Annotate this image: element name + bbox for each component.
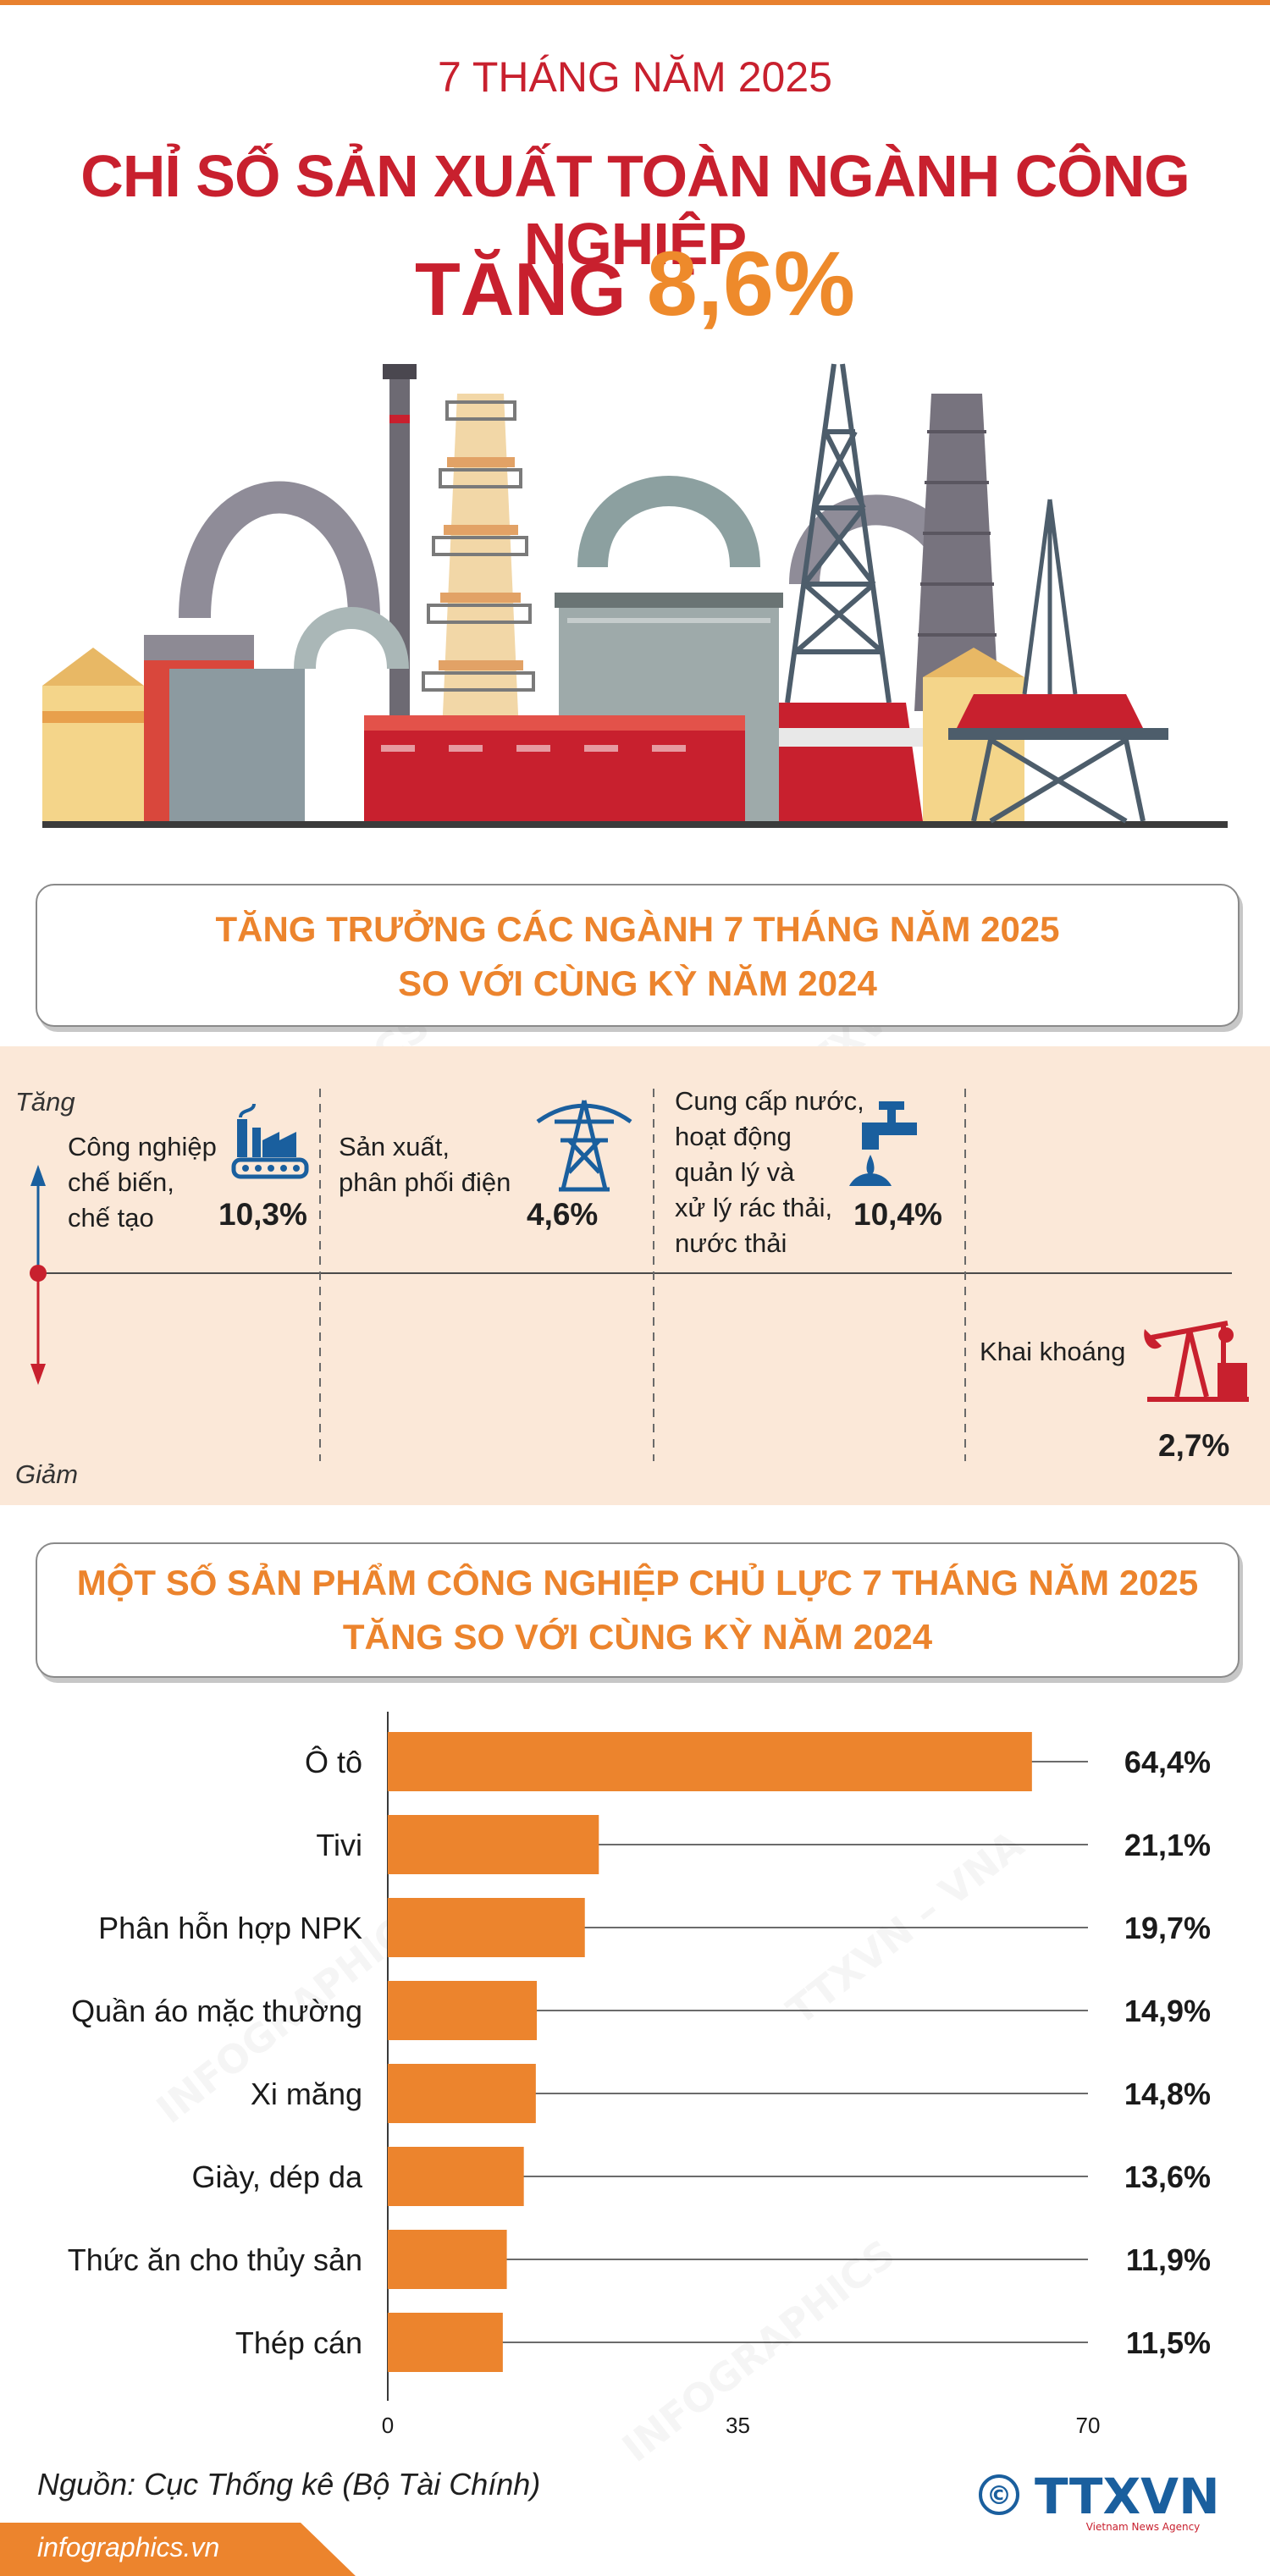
bar (388, 2147, 524, 2206)
bar (388, 2064, 536, 2123)
industry-value: 10,4% (853, 1197, 942, 1232)
industry-label: Cung cấp nước, hoạt động quản lý và xử l… (675, 1086, 864, 1258)
category-label: Quần áo mặc thường (71, 1994, 362, 2028)
industrial-plant-illustration (42, 363, 1228, 828)
data-label: 64,4% (1124, 1745, 1211, 1779)
data-label: 14,8% (1124, 2077, 1211, 2111)
section2-title-line2: TĂNG SO VỚI CÙNG KỲ NĂM 2024 (342, 1617, 933, 1657)
data-label: 11,5% (1126, 2325, 1211, 2360)
category-label: Thức ăn cho thủy sản (68, 2242, 362, 2277)
website-label: infographics.vn (37, 2532, 220, 2562)
axis-down-label: Giảm (15, 1459, 79, 1489)
bar (388, 1815, 599, 1874)
header-subtitle: 7 THÁNG NĂM 2025 (438, 53, 832, 101)
product-growth-bar-chart: Ô tô 64,4% Tivi 21,1% Phân hỗn hợp NPK 19,7% Q… (68, 1712, 1211, 2438)
increase-value: 8,6% (646, 232, 855, 334)
copyright-symbol: © (986, 2481, 1012, 2511)
bar (388, 2313, 503, 2372)
bar (388, 1981, 538, 2040)
category-label: Thép cán (235, 2325, 362, 2360)
category-label: Ô tô (305, 1745, 362, 1779)
increase-word: TĂNG (415, 247, 627, 331)
data-label: 13,6% (1124, 2160, 1211, 2194)
oil-pump-icon (1144, 1321, 1249, 1402)
category-label: Xi măng (251, 2077, 362, 2111)
ttxvn-logo: © TTXVN Vietnam News Agency (979, 2468, 1220, 2533)
industry-value: 10,3% (218, 1197, 307, 1232)
industry-label: Khai khoáng (980, 1337, 1126, 1366)
section2-title-line1: MỘT SỐ SẢN PHẨM CÔNG NGHIỆP CHỦ LỰC 7 TH… (76, 1563, 1199, 1602)
industry-axis (30, 1089, 1232, 1461)
factory-icon (231, 1103, 309, 1179)
bar (388, 1898, 585, 1957)
data-label: 21,1% (1124, 1828, 1211, 1862)
water-tap-icon (849, 1101, 917, 1186)
industry-label: Sản xuất, phân phối điện (339, 1132, 511, 1197)
section1-title-box: TĂNG TRƯỞNG CÁC NGÀNH 7 THÁNG NĂM 2025 S… (36, 884, 1240, 1027)
industry-growth-panel (0, 1046, 1270, 1505)
category-label: Giày, dép da (192, 2160, 363, 2194)
category-label: Phân hỗn hợp NPK (98, 1911, 362, 1945)
power-tower-icon (536, 1100, 632, 1192)
page-title: CHỈ SỐ SẢN XUẤT TOÀN NGÀNH CÔNG NGHIỆP (80, 143, 1190, 277)
data-label: 19,7% (1124, 1911, 1211, 1945)
section1-title-line2: SO VỚI CÙNG KỲ NĂM 2024 (398, 963, 877, 1003)
top-accent-rule (0, 0, 1270, 5)
logo-text: TTXVN (1035, 2468, 1220, 2525)
logo-subtext: Vietnam News Agency (1086, 2521, 1201, 2533)
footer-accent-bar (0, 2523, 356, 2576)
data-label: 11,9% (1126, 2242, 1211, 2277)
bar (388, 2230, 507, 2289)
x-tick-label: 0 (382, 2413, 394, 2438)
section2-title-box: MỘT SỐ SẢN PHẨM CÔNG NGHIỆP CHỦ LỰC 7 TH… (36, 1542, 1240, 1678)
data-label: 14,9% (1124, 1994, 1211, 2028)
section1-title-line1: TĂNG TRƯỞNG CÁC NGÀNH 7 THÁNG NĂM 2025 (215, 909, 1060, 949)
industry-label: Công nghiệp chế biến, chế tạo (68, 1132, 217, 1233)
headline-increase: TĂNG 8,6% (0, 230, 1270, 336)
category-label: Tivi (316, 1828, 362, 1862)
industry-value: 2,7% (1158, 1428, 1230, 1463)
industry-value: 4,6% (527, 1197, 599, 1232)
bar (388, 1732, 1032, 1791)
source-note: Nguồn: Cục Thống kê (Bộ Tài Chính) (37, 2467, 541, 2502)
axis-up-label: Tăng (15, 1087, 75, 1117)
x-tick-label: 70 (1076, 2413, 1101, 2438)
x-tick-label: 35 (726, 2413, 750, 2438)
